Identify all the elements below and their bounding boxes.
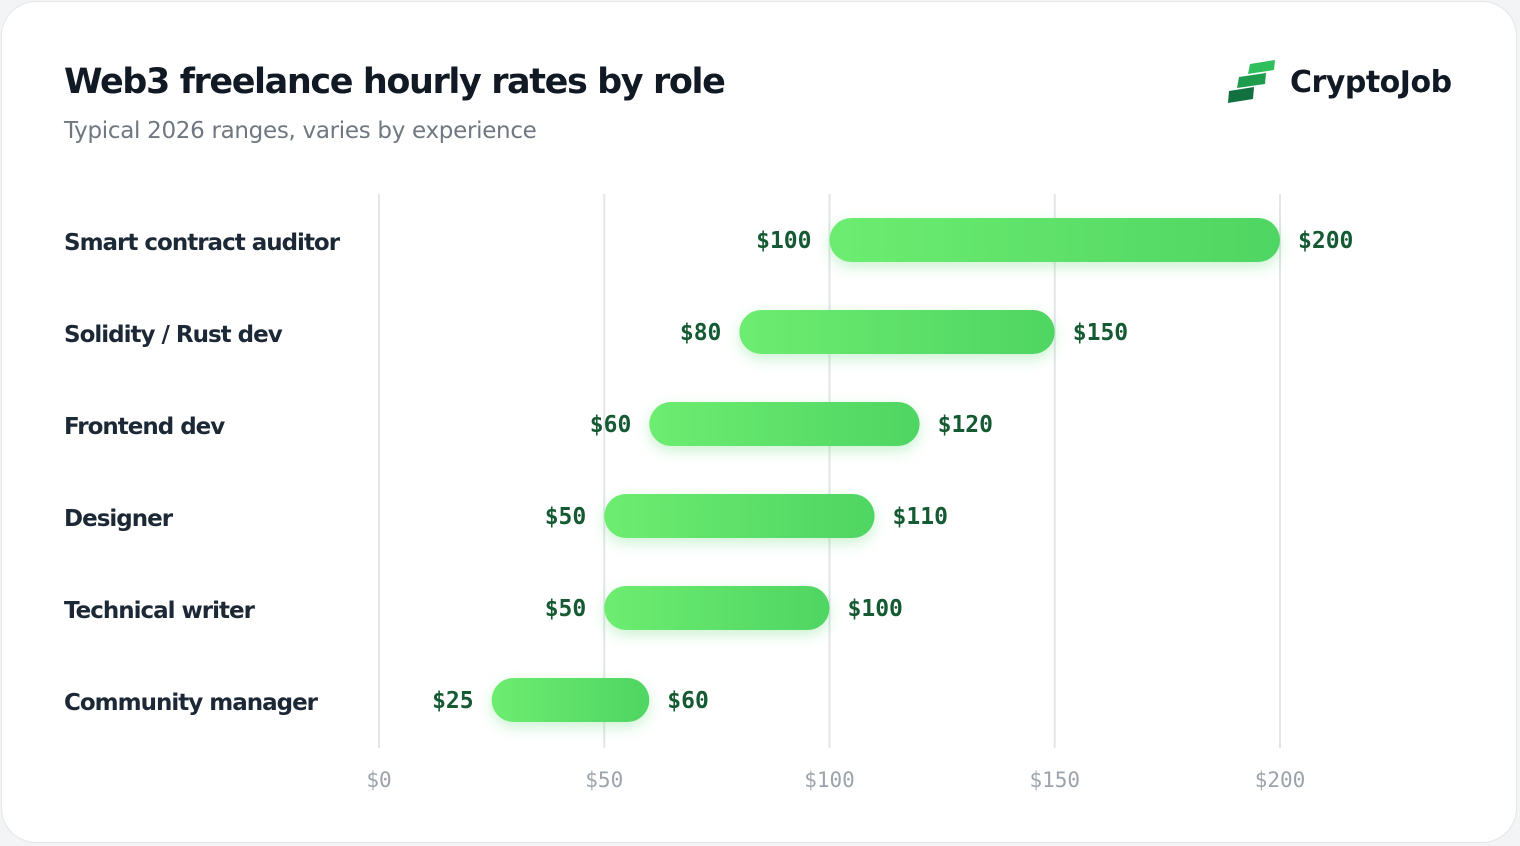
role-label-4: Technical writer <box>64 598 255 624</box>
stacked-green-bars-logo-icon <box>1228 60 1275 103</box>
bar-max-label-5: $60 <box>667 688 709 714</box>
x-tick-label-3: $150 <box>1029 768 1080 792</box>
bar-min-label-1: $80 <box>680 320 722 346</box>
range-bar-1 <box>739 310 1055 354</box>
range-bar-3 <box>604 494 875 538</box>
bar-min-label-5: $25 <box>432 688 474 714</box>
bar-min-label-3: $50 <box>545 504 587 530</box>
bar-max-label-2: $120 <box>938 412 993 438</box>
bar-max-label-3: $110 <box>893 504 948 530</box>
range-bar-2 <box>649 402 920 446</box>
logo-bar-bottom <box>1228 87 1254 103</box>
x-tick-label-2: $100 <box>804 768 855 792</box>
role-label-1: Solidity / Rust dev <box>64 322 283 348</box>
range-bar-5 <box>491 678 650 722</box>
bar-min-label-0: $100 <box>756 228 811 254</box>
x-tick-label-4: $200 <box>1255 768 1306 792</box>
bar-min-label-4: $50 <box>545 596 587 622</box>
bar-max-label-4: $100 <box>848 596 903 622</box>
bar-max-label-0: $200 <box>1298 228 1353 254</box>
range-bar-4 <box>604 586 830 630</box>
x-tick-label-0: $0 <box>366 768 391 792</box>
role-label-2: Frontend dev <box>64 414 225 440</box>
x-tick-label-1: $50 <box>585 768 623 792</box>
range-bar-0 <box>829 218 1280 262</box>
role-label-0: Smart contract auditor <box>64 230 340 256</box>
bar-min-label-2: $60 <box>590 412 632 438</box>
brand-name: CryptoJob <box>1290 64 1452 100</box>
bar-max-label-1: $150 <box>1073 320 1128 346</box>
chart-subtitle: Typical 2026 ranges, varies by experienc… <box>64 118 537 144</box>
chart-title: Web3 freelance hourly rates by role <box>64 62 726 102</box>
logo-bar-top <box>1248 60 1275 74</box>
brand-logo: CryptoJob <box>1228 60 1452 104</box>
logo-bar-middle <box>1237 73 1266 88</box>
role-label-3: Designer <box>64 506 173 532</box>
role-label-5: Community manager <box>64 690 318 716</box>
